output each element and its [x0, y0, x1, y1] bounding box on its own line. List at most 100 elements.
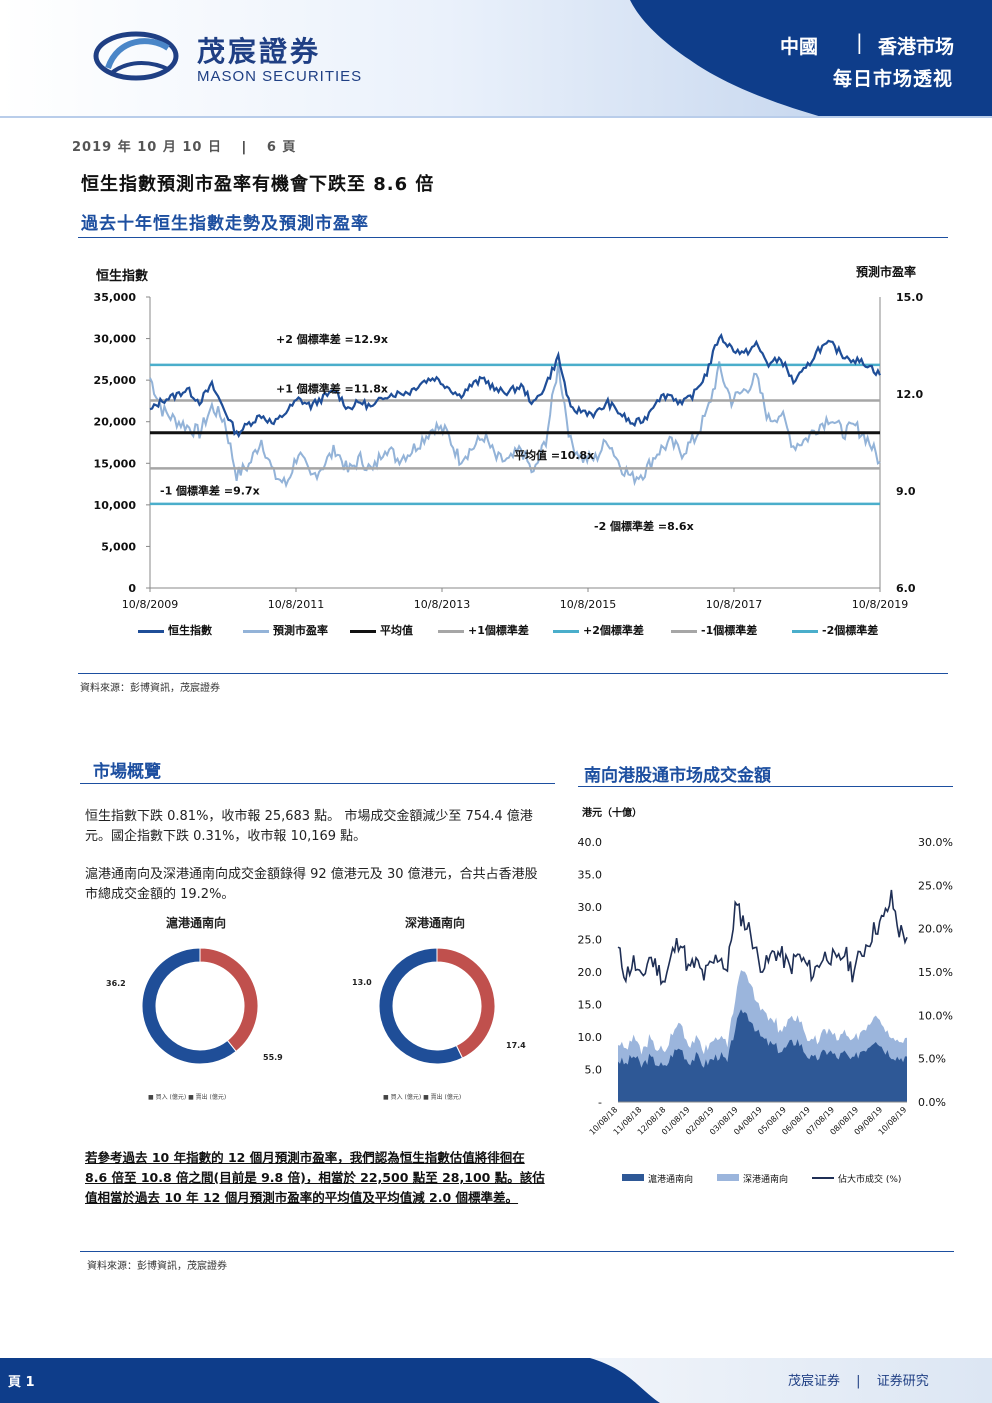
footer-page-number: 頁 1: [8, 1375, 35, 1390]
chart1-ref-label: +2 個標準差 =12.9x: [276, 332, 388, 346]
chart1-legend: 恒生指數 預測市盈率 平均值 +1個標準差 +2個標準差 -1個標準差 -2個標準差: [138, 622, 938, 640]
legend-swatch: [553, 629, 579, 633]
chart1-title-rule: [78, 237, 948, 238]
brand-logo: [93, 31, 179, 81]
chart2-legend-label: 滬港通南向: [648, 1173, 693, 1185]
donut-slice-sell: [436, 947, 496, 1059]
chart1-right-tick-label: 12.0: [896, 388, 923, 401]
overview-source: 資料來源：彭博資訊，茂宸證券: [87, 1261, 227, 1272]
overview-title: 市場概覽: [93, 762, 161, 782]
legend-swatch: [438, 629, 464, 633]
chart1-series-hsi: [149, 332, 882, 439]
chart2-legend-label: 佔大市成交 (%): [838, 1173, 901, 1185]
chart1-left-axis-title: 恒生指數: [96, 268, 148, 284]
page-count: 6 頁: [266, 140, 297, 155]
brand-name-cn: 茂宸證券: [197, 35, 322, 68]
donut-right-label-buy: 17.4: [506, 1041, 526, 1050]
donut-chart-shanghai: [141, 947, 259, 1065]
chart1-left-tick-label: 15,000: [94, 457, 137, 470]
chart1-right-tick-label: 15.0: [896, 291, 923, 304]
donut-right-title: 深港通南向: [405, 916, 466, 930]
southbound-title: 南向港股通市场成交金額: [584, 766, 771, 786]
chart2-right-tick-label: 0.0%: [918, 1096, 946, 1109]
chart2-line-share: [617, 889, 908, 986]
hsi-pe-chart: 恒生指數 預測市盈率 35,000 30,000 25,000 20,000 15,000 1…: [94, 264, 924, 611]
donut-slice-buy: [141, 947, 237, 1065]
conclusion-paragraph: 若參考過去 10 年指數的 12 個月預測市盈率，我們認為恒生指數估值將徘徊在 …: [85, 1150, 545, 1205]
chart2-left-tick-label: 5.0: [585, 1064, 603, 1077]
legend-label: -2個標準差: [822, 624, 879, 637]
chart1-title: 過去十年恒生指數走勢及預測市盈率: [81, 214, 369, 234]
chart1-bottom-rule: [78, 673, 948, 674]
donut-left-label-sell: 36.2: [106, 979, 126, 988]
chart2-right-tick-label: 30.0%: [918, 836, 953, 849]
chart1-x-tick-label: 10/8/2013: [414, 598, 470, 611]
chart1-right-tick-label: 9.0: [896, 485, 916, 498]
legend-swatch: [138, 629, 164, 633]
chart1-legend-item: -1個標準差: [671, 622, 757, 638]
legend-label: +2個標準差: [583, 624, 644, 637]
chart2-left-axis-title: 港元（十億）: [582, 806, 642, 819]
overview-paragraph-2: 滬港通南向及深港通南向成交金額錄得 92 億港元及 30 億港元，合共占香港股市…: [85, 867, 538, 902]
header-market: 香港市场: [878, 36, 955, 58]
chart2-area-shanghai: [618, 1009, 907, 1102]
chart2-right-tick-label: 20.0%: [918, 923, 953, 936]
chart2-left-tick-label: 20.0: [578, 966, 603, 979]
chart1-source: 資料來源：彭博資訊，茂宸證券: [80, 683, 220, 694]
chart1-left-tick-label: 25,000: [94, 374, 137, 387]
chart2-legend-swatch: [717, 1174, 739, 1181]
legend-swatch: [350, 629, 376, 633]
chart1-right-axis-title: 預測市盈率: [856, 264, 916, 279]
footer-separator: |: [856, 1374, 861, 1389]
southbound-title-rule: [578, 786, 953, 787]
footer-dept: 证券研究: [876, 1374, 929, 1389]
chart1-left-tick-label: 20,000: [94, 416, 137, 429]
chart1-x-tick-label: 10/8/2009: [122, 598, 178, 611]
donut-slice-sell: [199, 947, 259, 1053]
chart1-legend-item: -2個標準差: [792, 622, 878, 638]
chart1-left-tick-label: 30,000: [94, 333, 137, 346]
chart2-right-tick-label: 5.0%: [918, 1053, 946, 1066]
chart1-x-tick-label: 10/8/2019: [852, 598, 908, 611]
chart1-ref-label: +1 個標準差 =11.8x: [276, 381, 388, 395]
chart1-left-tick-label: 0: [128, 582, 136, 595]
legend-label: 預測市盈率: [273, 624, 328, 637]
chart1-left-tick-label: 5,000: [101, 540, 136, 553]
legend-label: 平均值: [380, 624, 413, 637]
chart2-right-tick-label: 15.0%: [918, 966, 953, 979]
chart1-left-tick-label: 35,000: [94, 291, 137, 304]
chart1-legend-item: +1個標準差: [438, 622, 529, 638]
donut-left-legend: ■ 買入 (億元) ■ 賣出 (億元): [148, 1094, 227, 1101]
chart2-left-tick-label: 15.0: [578, 999, 603, 1012]
donut-left-title: 滬港通南向: [166, 916, 227, 930]
chart2-legend-label: 深港通南向: [743, 1173, 788, 1185]
chart2-left-tick-label: 40.0: [578, 836, 603, 849]
footer-brand: 茂宸证券 | 证券研究: [788, 1370, 929, 1389]
chart2-left-tick-label: 35.0: [578, 869, 603, 882]
chart1-legend-item: 恒生指數: [138, 622, 212, 638]
chart2-right-tick-label: 25.0%: [918, 879, 953, 892]
overview-paragraph-1: 恒生指數下跌 0.81%，收市報 25,683 點。 市場成交金額減少至 754…: [85, 809, 533, 844]
chart2-left-tick-label: 25.0: [578, 934, 603, 947]
report-date: 2019 年 10 月 10 日 | 6 頁: [72, 136, 296, 155]
legend-swatch: [792, 629, 818, 633]
chart1-legend-item: 平均值: [350, 622, 413, 638]
bottom-section-rule: [80, 1251, 954, 1252]
chart1-x-tick-label: 10/8/2011: [268, 598, 324, 611]
footer-brand-name: 茂宸证券: [788, 1374, 841, 1389]
chart1-legend-item: +2個標準差: [553, 622, 644, 638]
legend-swatch: [671, 629, 697, 633]
header-region: 中國: [780, 36, 819, 58]
legend-label: +1個標準差: [468, 624, 529, 637]
chart1-x-tick-label: 10/8/2015: [560, 598, 616, 611]
chart2-left-tick-label: 30.0: [578, 901, 603, 914]
chart2-legend-swatch: [622, 1174, 644, 1181]
chart1-ref-label: -2 個標準差 =8.6x: [594, 519, 694, 533]
legend-label: -1個標準差: [701, 624, 758, 637]
chart1-ref-label: -1 個標準差 =9.7x: [160, 483, 260, 497]
donut-chart-shenzhen: [378, 947, 496, 1065]
page-footer: [0, 1358, 992, 1403]
donut-left-label-buy: 55.9: [263, 1053, 283, 1062]
chart2-left-tick-label: -: [598, 1096, 602, 1109]
overview-title-rule: [80, 783, 555, 784]
